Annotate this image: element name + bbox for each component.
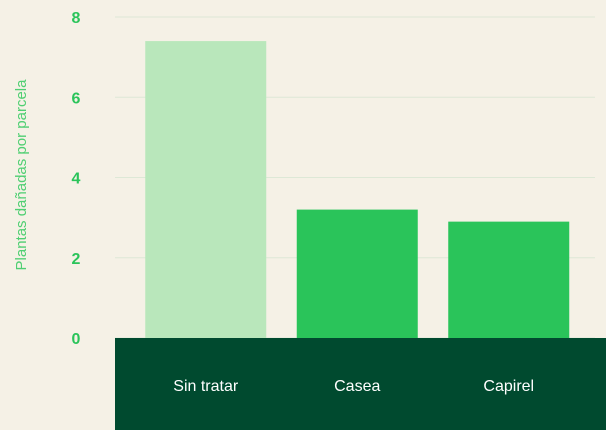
y-tick-label: 4: [72, 171, 81, 188]
bar: [296, 209, 418, 338]
x-tick-label: Casea: [334, 378, 380, 395]
x-tick-label: Capirel: [483, 378, 534, 395]
y-axis-label: Plantas dañadas por parcela: [13, 79, 30, 271]
y-tick-label: 8: [72, 10, 81, 27]
y-tick-label: 6: [72, 90, 81, 107]
y-tick-label: 0: [72, 331, 81, 348]
bar: [448, 221, 570, 338]
bar: [145, 41, 267, 338]
x-axis-band: [115, 338, 606, 430]
x-tick-label: Sin tratar: [173, 378, 239, 395]
y-tick-label: 2: [72, 251, 81, 268]
